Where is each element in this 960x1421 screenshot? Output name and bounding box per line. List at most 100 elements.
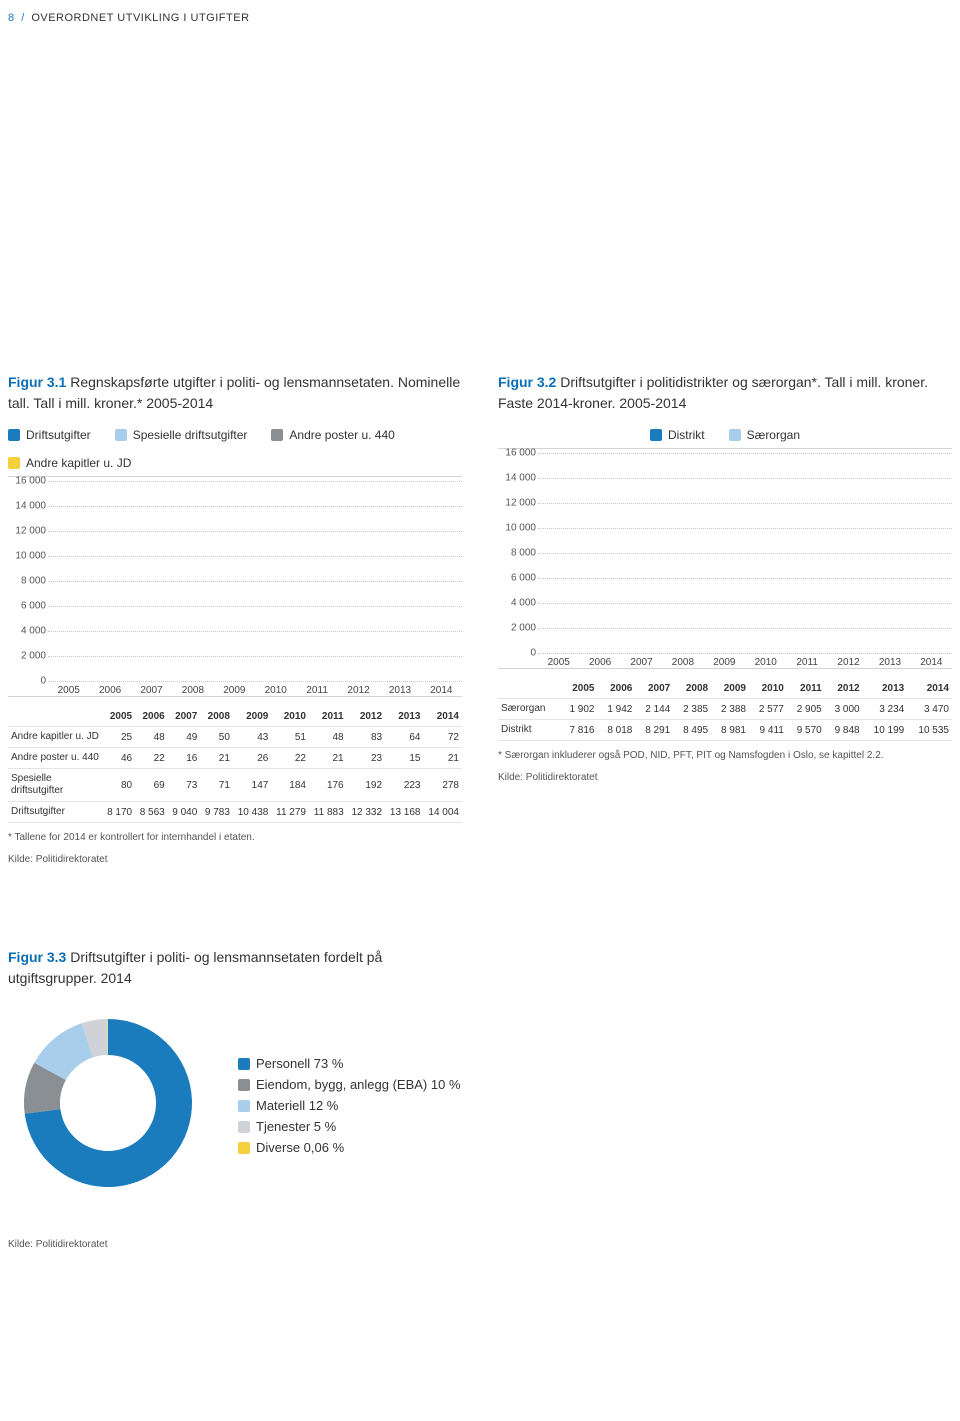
cell: 2 388 <box>711 699 749 720</box>
y-tick: 14 000 <box>498 473 536 484</box>
cell: 51 <box>271 727 309 748</box>
cell: 9 783 <box>200 802 233 823</box>
y-tick: 10 000 <box>8 551 46 562</box>
y-tick: 8 000 <box>498 548 536 559</box>
fig32-footnote: * Særorgan inkluderer også POD, NID, PFT… <box>498 749 952 763</box>
legend-item: Spesielle driftsutgifter <box>115 428 248 442</box>
cell: 21 <box>309 748 347 769</box>
col-header: 2005 <box>103 707 136 727</box>
legend-item: Tjenester 5 % <box>238 1119 461 1134</box>
swatch <box>238 1100 250 1112</box>
cell: 16 <box>168 748 201 769</box>
cell: 8 981 <box>711 720 749 741</box>
cell: 46 <box>103 748 136 769</box>
cell: 184 <box>271 769 309 802</box>
col-header: 2011 <box>309 707 347 727</box>
y-tick: 2 000 <box>498 623 536 634</box>
cell: 1 902 <box>560 699 598 720</box>
fig32-title: Figur 3.2 Driftsutgifter i politidistrik… <box>498 372 952 414</box>
fig33-donut <box>8 1003 208 1208</box>
x-tick: 2014 <box>421 685 462 696</box>
fig31-source: Kilde: Politidirektoratet <box>8 853 462 867</box>
legend-item: Diverse 0,06 % <box>238 1140 461 1155</box>
swatch <box>650 429 662 441</box>
cell: 2 905 <box>787 699 825 720</box>
table-row: Andre poster u. 44046221621262221231521 <box>8 748 462 769</box>
y-tick: 14 000 <box>8 501 46 512</box>
cell: 147 <box>233 769 271 802</box>
col-header: 2008 <box>200 707 233 727</box>
cell: 64 <box>385 727 423 748</box>
fig31-xaxis: 2005200620072008200920102011201220132014 <box>48 685 462 696</box>
col-header: 2012 <box>825 679 863 699</box>
x-tick: 2007 <box>621 657 662 668</box>
col-header: 2007 <box>168 707 201 727</box>
cell: 2 385 <box>673 699 711 720</box>
cell: 9 570 <box>787 720 825 741</box>
fig31-chart-box: 02 0004 0006 0008 00010 00012 00014 0001… <box>8 476 462 697</box>
table-row: Driftsutgifter8 1708 5639 0409 78310 438… <box>8 802 462 823</box>
y-tick: 6 000 <box>8 601 46 612</box>
legend-label: Distrikt <box>668 428 705 442</box>
fig33: Figur 3.3 Driftsutgifter i politi- og le… <box>8 947 952 1252</box>
cell: 72 <box>424 727 463 748</box>
cell: 8 563 <box>135 802 168 823</box>
cell: 9 848 <box>825 720 863 741</box>
col-header: 2010 <box>749 679 787 699</box>
col-header: 2007 <box>635 679 673 699</box>
col-header: 2006 <box>135 707 168 727</box>
table-row: Spesielle driftsutgifter8069737114718417… <box>8 769 462 802</box>
cell: 176 <box>309 769 347 802</box>
fig33-title: Figur 3.3 Driftsutgifter i politi- og le… <box>8 947 468 989</box>
y-tick: 0 <box>8 676 46 687</box>
cell: 49 <box>168 727 201 748</box>
legend-label: Materiell 12 % <box>256 1098 338 1113</box>
cell: 71 <box>200 769 233 802</box>
whitespace-top <box>8 32 952 372</box>
cell: 10 535 <box>907 720 952 741</box>
x-tick: 2014 <box>911 657 952 668</box>
page-header: 8 / OVERORDNET UTVIKLING I UTGIFTER <box>8 8 952 32</box>
cell: 9 040 <box>168 802 201 823</box>
legend-item: Særorgan <box>729 428 800 442</box>
cell: 8 170 <box>103 802 136 823</box>
legend-item: Materiell 12 % <box>238 1098 461 1113</box>
y-tick: 12 000 <box>8 526 46 537</box>
x-tick: 2005 <box>48 685 89 696</box>
swatch <box>729 429 741 441</box>
x-tick: 2011 <box>786 657 827 668</box>
x-tick: 2006 <box>579 657 620 668</box>
fig32-xaxis: 2005200620072008200920102011201220132014 <box>538 657 952 668</box>
cell: 11 279 <box>271 802 309 823</box>
legend-item: Eiendom, bygg, anlegg (EBA) 10 % <box>238 1077 461 1092</box>
page-number: 8 <box>8 12 15 24</box>
col-header: 2011 <box>787 679 825 699</box>
cell: 69 <box>135 769 168 802</box>
legend-item: Andre poster u. 440 <box>271 428 394 442</box>
x-tick: 2008 <box>172 685 213 696</box>
legend-label: Særorgan <box>747 428 800 442</box>
legend-item: Personell 73 % <box>238 1056 461 1071</box>
swatch <box>238 1058 250 1070</box>
legend-label: Driftsutgifter <box>26 428 91 442</box>
row-label: Distrikt <box>498 720 560 741</box>
col-header: 2013 <box>863 679 908 699</box>
cell: 23 <box>347 748 385 769</box>
y-tick: 8 000 <box>8 576 46 587</box>
cell: 22 <box>135 748 168 769</box>
section-title: OVERORDNET UTVIKLING I UTGIFTER <box>31 12 249 24</box>
fig31-title: Figur 3.1 Regnskapsførte utgifter i poli… <box>8 372 462 414</box>
cell: 50 <box>200 727 233 748</box>
fig31: Figur 3.1 Regnskapsførte utgifter i poli… <box>8 372 462 867</box>
fig31-footnote: * Tallene for 2014 er kontrollert for in… <box>8 831 462 845</box>
swatch <box>115 429 127 441</box>
cell: 73 <box>168 769 201 802</box>
fig32-chart-box: 02 0004 0006 0008 00010 00012 00014 0001… <box>498 448 952 669</box>
legend-label: Tjenester 5 % <box>256 1119 336 1134</box>
fig32: Figur 3.2 Driftsutgifter i politidistrik… <box>498 372 952 785</box>
legend-label: Diverse 0,06 % <box>256 1140 344 1155</box>
cell: 192 <box>347 769 385 802</box>
col-header: 2014 <box>907 679 952 699</box>
cell: 22 <box>271 748 309 769</box>
x-tick: 2006 <box>89 685 130 696</box>
